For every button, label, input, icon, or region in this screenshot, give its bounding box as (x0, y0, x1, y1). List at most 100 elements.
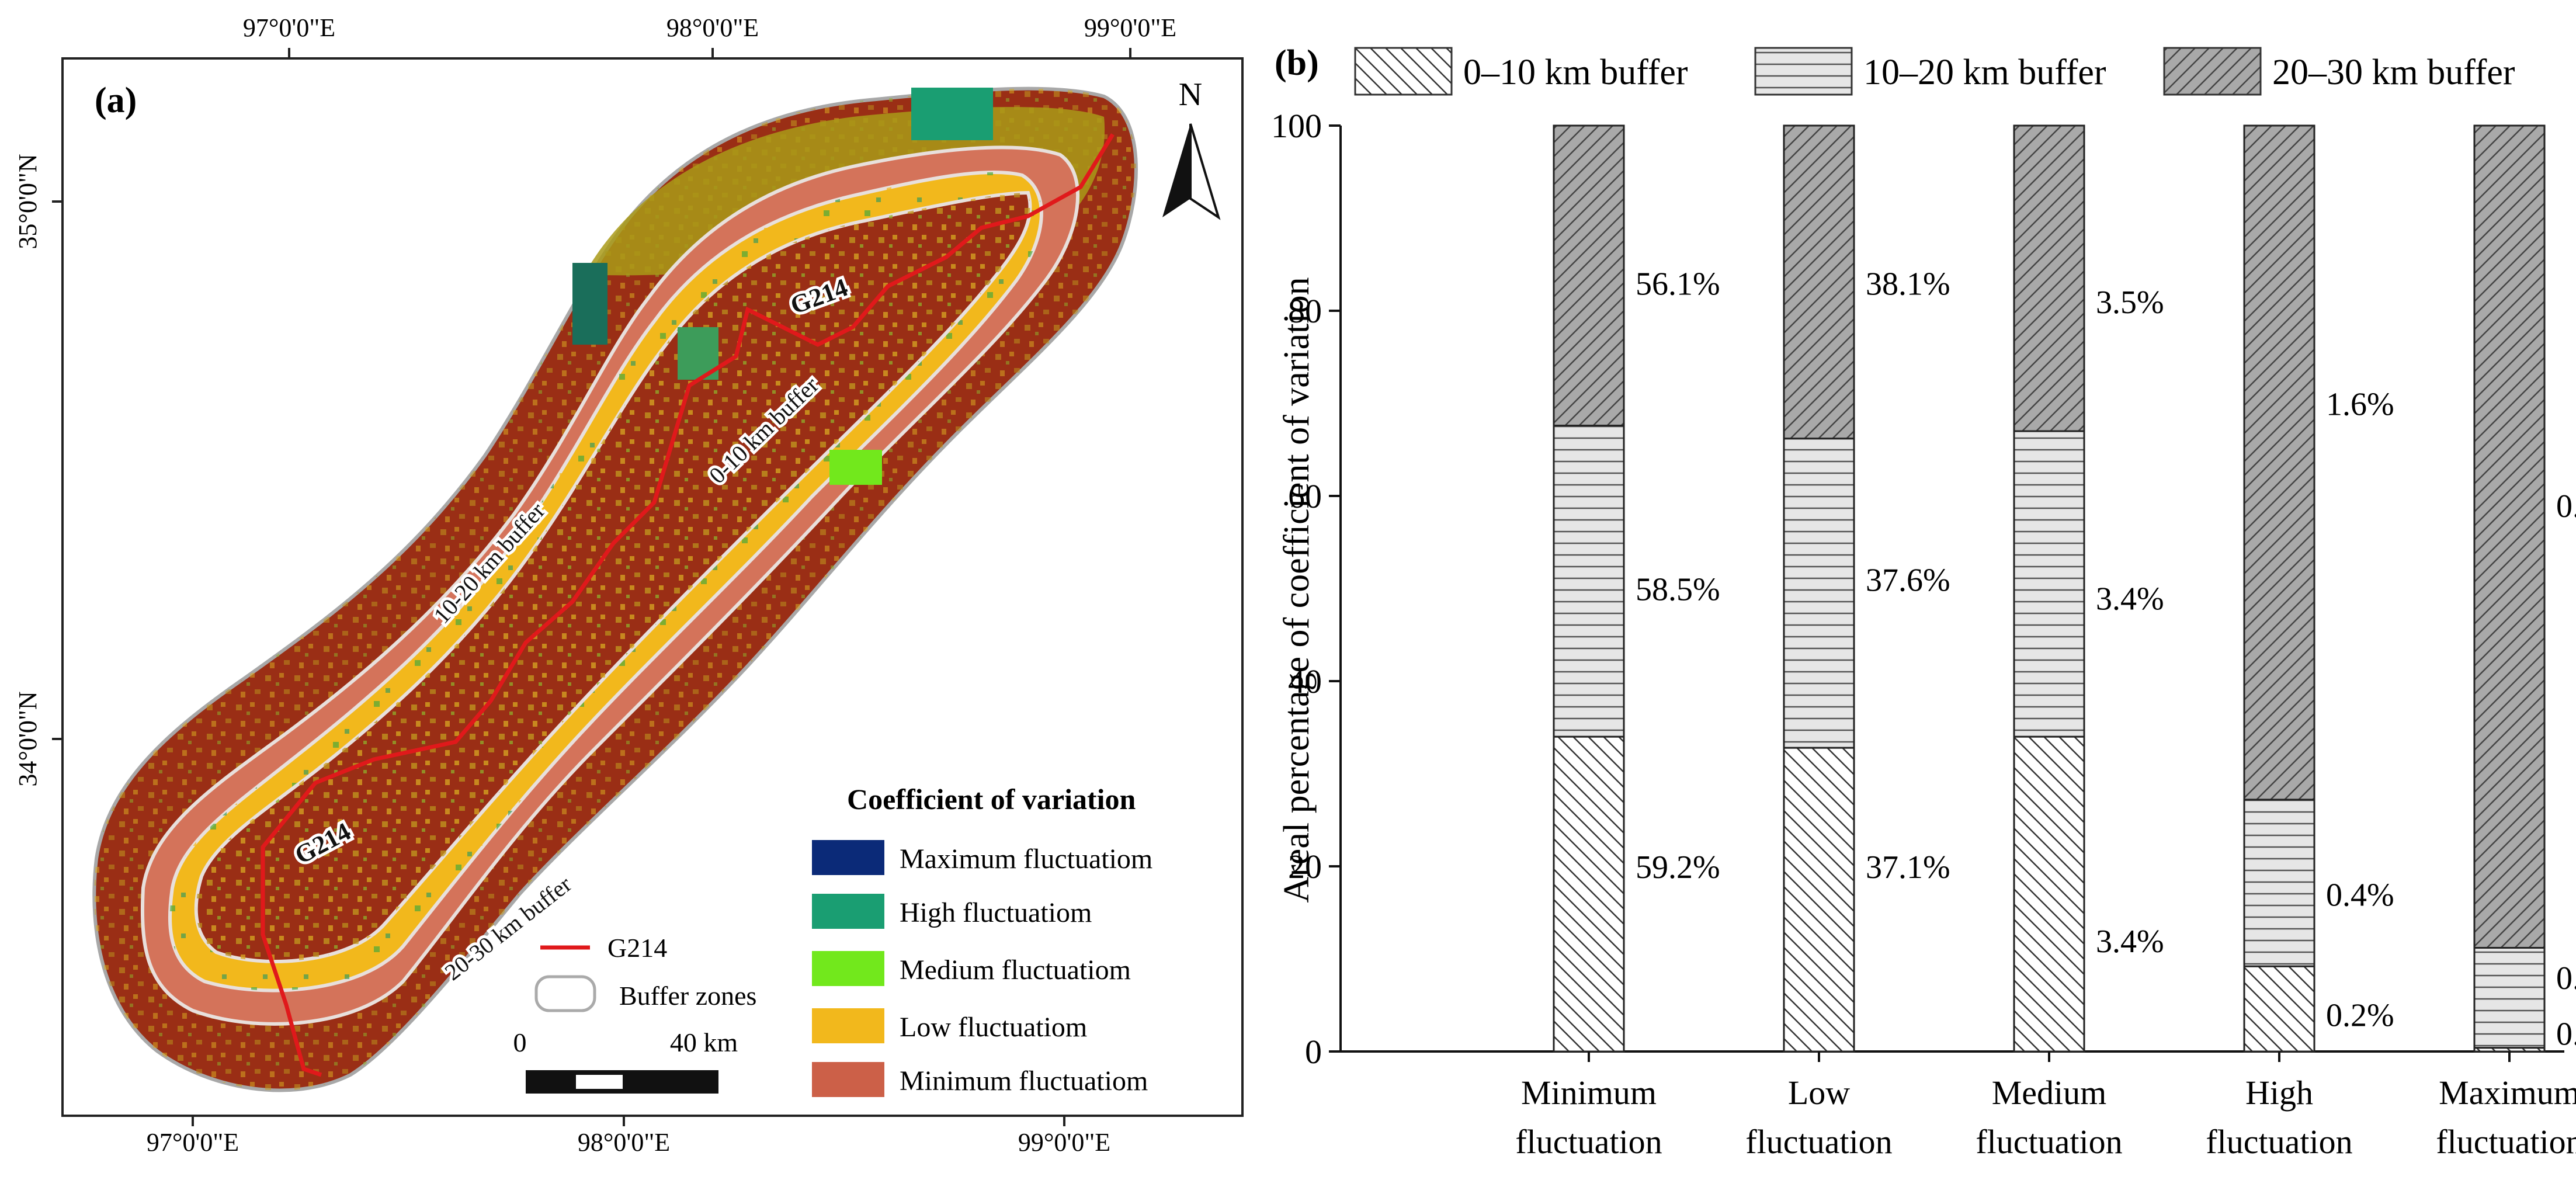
lon-label-top-98: 98°0'0"E (666, 13, 759, 42)
y-tick-label: 40 (1288, 662, 1322, 700)
legend-title: Coefficient of variation (847, 783, 1136, 815)
x-tick-label: Medium (1992, 1074, 2107, 1112)
scale-label-start: 0 (513, 1028, 527, 1057)
legend-swatch-medium (812, 951, 884, 986)
bar-value-labels: 59.2% 58.5% 56.1% 37.1% 37.6% 38.1% 3.4% 3.4% 3.… (1636, 266, 2576, 1052)
bar-segment (1783, 747, 1855, 1053)
bar-value-label: 0.1% (2556, 960, 2576, 997)
bar-segment (2473, 124, 2546, 949)
legend-label-maximum: Maximum fluctuatiom (900, 844, 1152, 874)
scale-bar-segment (576, 1075, 623, 1089)
g214-road (261, 133, 1115, 1077)
bar-segment (1783, 438, 1855, 749)
bar-segment (1783, 124, 1855, 440)
bar-segment (2243, 799, 2315, 967)
legend-swatch-20-30 (2163, 47, 2262, 96)
x-tick-label: fluctuation (1745, 1123, 1892, 1161)
legend-label-low: Low fluctuatiom (900, 1012, 1087, 1043)
y-tick-label: 80 (1288, 292, 1322, 330)
lon-label-bottom-97: 97°0'0"E (147, 1128, 239, 1157)
legend-swatch-10-20 (1754, 47, 1853, 96)
legend-label-minimum: Minimum fluctuatiom (900, 1066, 1148, 1096)
west-high-patch (572, 263, 607, 345)
chart-legend: 0–10 km buffer 10–20 km buffer 20–30 km … (1354, 47, 2515, 96)
bar-segment (1553, 425, 1625, 738)
bar-segment (2013, 124, 2085, 432)
legend-swatch-minimum (812, 1062, 884, 1097)
panel-a-label: (a) (95, 81, 137, 120)
y-axis-title: Areal percentage of coefficient of varia… (1277, 277, 1317, 903)
x-tick-label: fluctuation (2436, 1123, 2576, 1161)
legend-label-0-10: 0–10 km buffer (1463, 53, 1688, 92)
legend-swatch-low (812, 1008, 884, 1043)
x-tick-label: fluctuation (1976, 1123, 2122, 1161)
bar-value-label: 3.4% (2096, 924, 2164, 960)
bar-segment (2473, 946, 2546, 1049)
bar-segment (1553, 124, 1625, 427)
bar-segment (2243, 965, 2315, 1053)
map-svg: 97°0'0"E 98°0'0"E 99°0'0"E 97°0'0"E 98°0… (13, 13, 1244, 1157)
scale-label-end: 40 km (670, 1028, 738, 1057)
lat-label-34: 34°0'0"N (13, 691, 42, 786)
bar-value-label: 38.1% (1866, 266, 1950, 302)
buffer-legend-label: Buffer zones (619, 981, 756, 1011)
x-tick-label: High (2245, 1074, 2313, 1112)
bar-value-label: 0.2% (2326, 998, 2394, 1034)
bar-value-label: 37.1% (1866, 849, 1950, 886)
x-tick-label: Maximum (2439, 1074, 2576, 1112)
bar-value-label: 37.6% (1866, 563, 1950, 599)
bar-segment (1553, 735, 1625, 1053)
bar-value-label: 56.1% (1636, 266, 1720, 302)
bar-value-label: 1.6% (2326, 387, 2394, 423)
north-arrow: N (1162, 77, 1221, 220)
legend-label-medium: Medium fluctuatiom (900, 955, 1131, 985)
lon-label-top-97: 97°0'0"E (243, 13, 335, 42)
y-tick-label: 100 (1271, 107, 1322, 145)
legend-label-20-30: 20–30 km buffer (2272, 53, 2515, 92)
bar-value-label: 0.4% (2326, 877, 2394, 914)
stacked-bar-chart: (b) 0–10 km buffer 10–20 km buffer 20–30… (1271, 43, 2576, 1161)
x-tick-label: fluctuation (1515, 1123, 1662, 1161)
bar-segment (2013, 735, 2085, 1053)
north-arrow-letter: N (1179, 77, 1202, 113)
y-ticks: 0 20 40 60 80 100 (1271, 107, 1341, 1071)
legend-swatch-0-10 (1354, 47, 1453, 96)
y-tick-label: 20 (1288, 848, 1322, 886)
bar-segment (2243, 124, 2315, 801)
x-tick-label: Minimum (1521, 1074, 1657, 1112)
road-legend-label: G214 (607, 933, 667, 963)
legend-swatch-high (812, 894, 884, 929)
lat-label-35: 35°0'0"N (13, 154, 42, 249)
buffer-legend-symbol (534, 975, 596, 1012)
map-panel: 97°0'0"E 98°0'0"E 99°0'0"E 97°0'0"E 98°0… (0, 0, 1262, 1177)
scale-bar: 0 40 km (513, 1028, 738, 1094)
bar-value-label: 58.5% (1636, 572, 1720, 608)
medium-patch (829, 450, 882, 485)
x-tick-label: Low (1788, 1074, 1850, 1112)
legend-label-10-20: 10–20 km buffer (1863, 53, 2106, 92)
lon-label-bottom-98: 98°0'0"E (578, 1128, 670, 1157)
buffer-0-10-speckle (196, 193, 1030, 962)
legend-label-high: High fluctuatiom (900, 897, 1092, 928)
bar-value-label: 59.2% (1636, 849, 1720, 886)
bar-value-label: 0.8% (2556, 488, 2576, 525)
legend-background (794, 759, 1238, 1110)
chart-panel: (b) 0–10 km buffer 10–20 km buffer 20–30… (1262, 0, 2576, 1177)
map-ticks (52, 48, 1131, 1126)
lon-label-bottom-99: 99°0'0"E (1018, 1128, 1110, 1157)
panel-b-label: (b) (1275, 43, 1319, 83)
bars (1553, 124, 2546, 1053)
lon-label-top-99: 99°0'0"E (1084, 13, 1176, 42)
legend-swatch-maximum (812, 840, 884, 875)
north-high-patch (911, 88, 993, 140)
map-legend: Coefficient of variation Maximum fluctua… (794, 759, 1238, 1110)
y-tick-label: 60 (1288, 477, 1322, 515)
bar-value-label: 3.5% (2096, 284, 2164, 321)
x-tick-label: fluctuation (2206, 1123, 2352, 1161)
bar-value-label: 3.4% (2096, 581, 2164, 617)
road-legend: G214 Buffer zones (534, 933, 756, 1012)
x-tick-labels: Minimum fluctuation Low fluctuation Medium fl… (1515, 1051, 2576, 1161)
bar-segment (2013, 430, 2085, 738)
y-tick-label: 0 (1305, 1033, 1322, 1071)
bar-value-label: 0.0% (2556, 1016, 2576, 1052)
